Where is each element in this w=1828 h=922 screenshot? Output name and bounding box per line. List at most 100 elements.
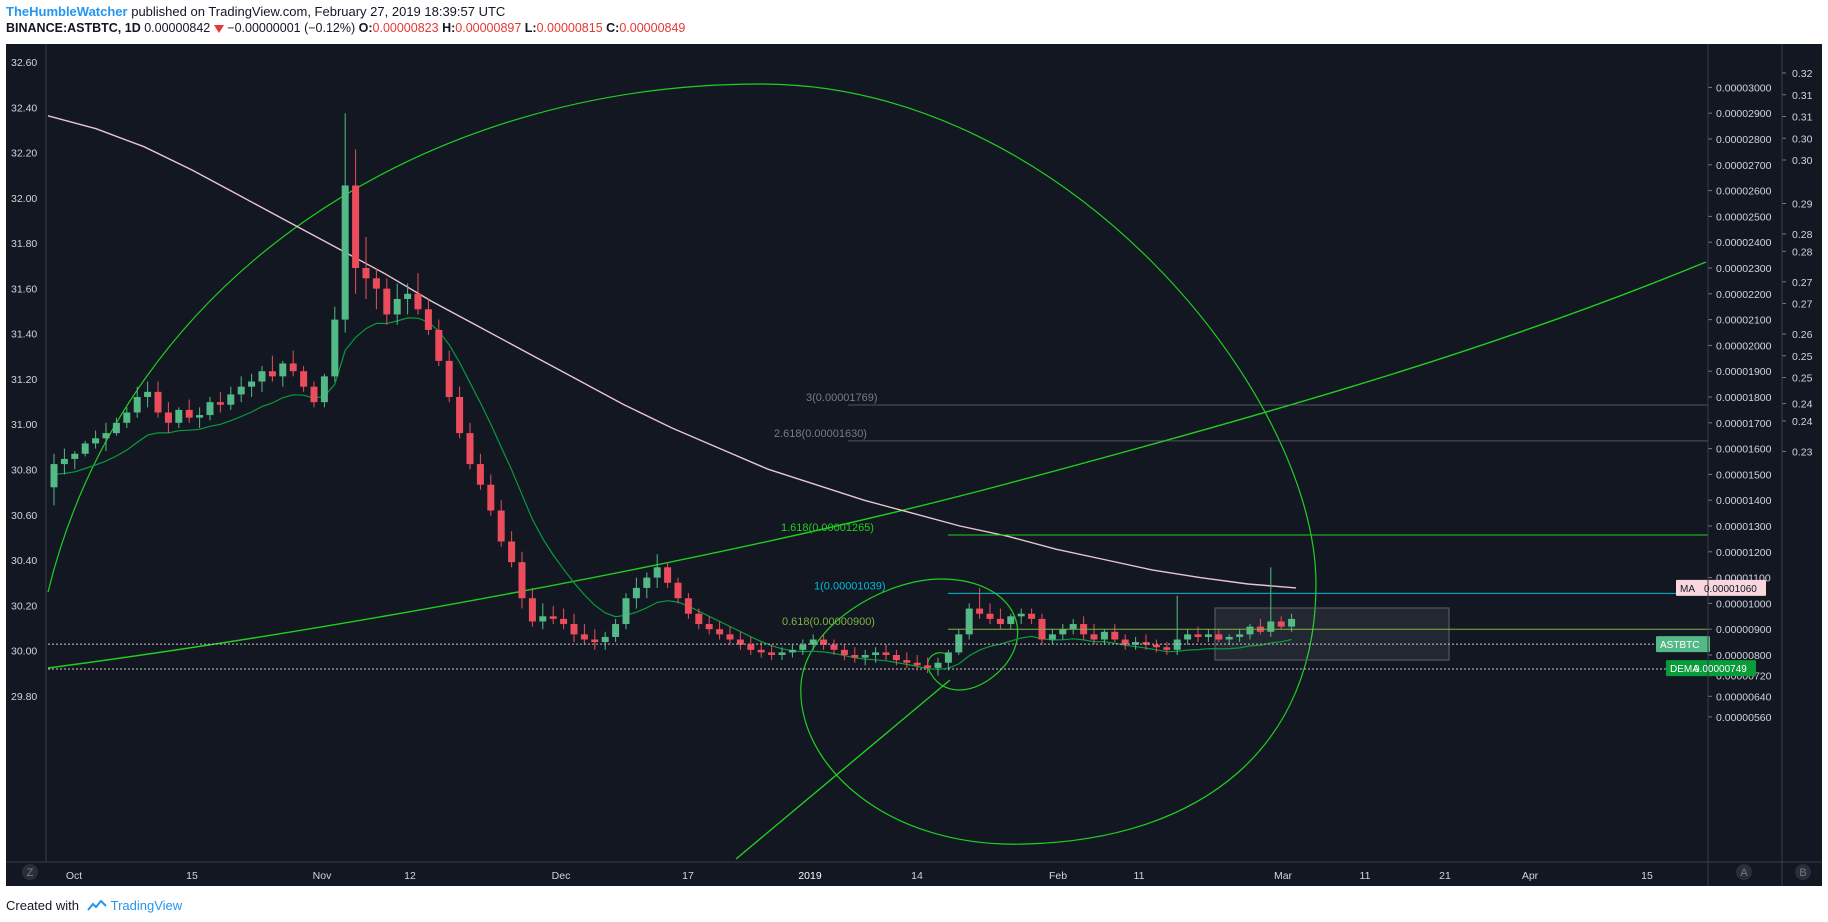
bear-candle: [445, 360, 453, 397]
bear-candle: [882, 652, 890, 655]
price-chart[interactable]: 32.60 32.40 32.20 32.00 31.80 31.60 31.40 31.20…: [6, 44, 1822, 886]
bear-candle: [466, 433, 474, 465]
price-axis-tick: 0.00001800: [1716, 392, 1772, 404]
bull-candle: [622, 598, 630, 625]
price-axis-tick: 0.00002500: [1716, 211, 1772, 223]
bull-candle: [539, 616, 547, 622]
price-axis-tick: 0.00001900: [1716, 366, 1772, 378]
bear-candle: [289, 363, 297, 372]
bull-candle: [60, 458, 68, 465]
bear-candle: [1142, 642, 1150, 645]
fib-level-label: 3(0.00001769): [806, 392, 878, 404]
bull-candle: [206, 402, 214, 416]
time-axis-label: 17: [682, 870, 694, 882]
bear-candle: [1111, 631, 1119, 640]
bear-candle: [549, 616, 557, 619]
bull-candle: [1132, 642, 1140, 645]
bear-candle: [1028, 613, 1036, 619]
bear-candle: [976, 608, 984, 614]
bear-candle: [164, 412, 172, 423]
dema-price-tag: [1666, 660, 1756, 677]
close-value: 0.00000849: [619, 21, 686, 35]
bear-candle: [1163, 647, 1171, 650]
price-axis-tick: 0.00001600: [1716, 444, 1772, 456]
bull-candle: [872, 652, 880, 655]
bull-candle: [601, 636, 609, 643]
time-axis-label: 15: [186, 870, 198, 882]
trend-curve[interactable]: [47, 261, 1707, 669]
time-axis-label: Oct: [66, 870, 82, 882]
left-axis-tick: 30.20: [11, 600, 37, 612]
zoom-reset-button[interactable]: [22, 864, 38, 880]
bear-candle: [851, 655, 859, 658]
bull-candle: [809, 639, 817, 645]
auto-scale-button[interactable]: [1736, 864, 1752, 880]
left-axis-tick: 30.60: [11, 510, 37, 522]
right-axis-tick: 0.23: [1792, 446, 1813, 458]
tradingview-brand[interactable]: TradingView: [110, 898, 183, 913]
bull-candle: [175, 409, 183, 423]
price-axis-tick: 0.00002700: [1716, 160, 1772, 172]
bull-candle: [778, 652, 786, 655]
zone-rectangle[interactable]: [1214, 607, 1450, 661]
price-axis-tick: 0.00001300: [1716, 521, 1772, 533]
left-axis-tick: 30.40: [11, 555, 37, 567]
bull-candle: [788, 649, 796, 653]
left-axis-tick: 32.00: [11, 193, 37, 205]
dema-line: [53, 317, 1292, 671]
bull-candle: [1288, 618, 1296, 627]
bear-candle: [310, 386, 318, 403]
price-axis-tick: 0.00000800: [1716, 650, 1772, 662]
last-price-tag: [1656, 636, 1710, 653]
bull-candle: [632, 587, 640, 599]
bear-candle: [570, 624, 578, 635]
price-axis-tick: 0.00002600: [1716, 186, 1772, 198]
symbol-label: BINANCE:ASTBTC, 1D: [6, 21, 141, 35]
last-price-tag-label: ASTBTC: [1660, 640, 1699, 651]
bear-candle: [684, 598, 692, 614]
fib-level-label: 2.618(0.00001630): [774, 428, 867, 440]
bull-candle: [643, 577, 651, 588]
ma-price-tag-label: MA: [1680, 584, 1695, 595]
bull-candle: [1007, 616, 1015, 625]
price-axis-tick: 0.00001200: [1716, 547, 1772, 559]
close-label: C:: [606, 21, 620, 35]
high-label: H:: [442, 21, 456, 35]
bull-candle: [123, 412, 131, 423]
price-axis-tick: 0.00002900: [1716, 108, 1772, 120]
time-axis-label: Mar: [1274, 870, 1293, 882]
bull-candle: [196, 415, 204, 418]
price-change: −0.00000001 (−0.12%): [227, 21, 356, 35]
price-axis-tick: 0.00000640: [1716, 691, 1772, 703]
bull-candle: [799, 644, 807, 650]
bear-candle: [757, 649, 765, 653]
low-label: L:: [524, 21, 537, 35]
published-text: published on TradingView.com, February 2…: [131, 4, 506, 19]
created-with-text: Created with: [6, 898, 79, 913]
bear-candle: [716, 629, 724, 635]
bear-candle: [476, 464, 484, 485]
down-arrow-icon: [214, 24, 225, 33]
author-link[interactable]: TheHumbleWatcher: [6, 4, 128, 19]
bull-candle: [258, 371, 266, 382]
high-value: 0.00000897: [455, 21, 522, 35]
bull-candle: [1017, 613, 1025, 617]
bull-candle: [102, 433, 110, 439]
price-axis-tick: 0.00000900: [1716, 624, 1772, 636]
time-axis-label: 12: [404, 870, 416, 882]
bear-candle: [185, 409, 193, 418]
bear-candle: [414, 293, 422, 310]
time-axis-label: 21: [1439, 870, 1451, 882]
bull-candle: [227, 394, 235, 405]
right-axis-tick: 0.31: [1792, 112, 1813, 124]
left-axis-tick: 31.00: [11, 419, 37, 431]
bull-candle: [237, 386, 245, 395]
trend-line[interactable]: [735, 679, 951, 860]
bear-candle: [1215, 634, 1223, 640]
bear-candle: [352, 185, 360, 268]
right-axis-tick: 0.27: [1792, 277, 1813, 289]
time-axis-label: Nov: [313, 870, 332, 882]
left-axis-tick: 32.20: [11, 148, 37, 160]
right-scale-button[interactable]: [1795, 864, 1811, 880]
bull-candle: [934, 662, 942, 668]
